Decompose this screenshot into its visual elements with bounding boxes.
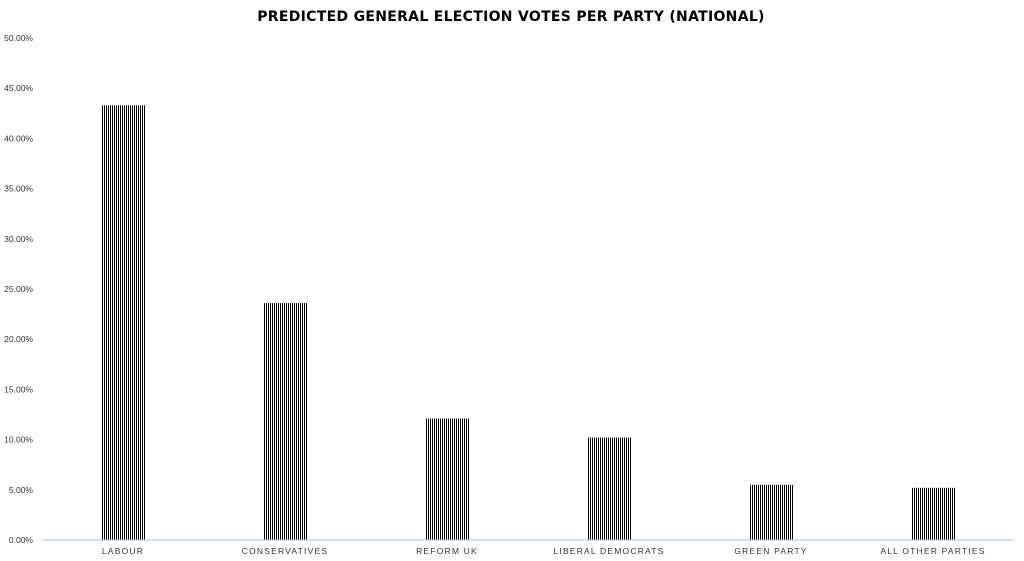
chart-title: PREDICTED GENERAL ELECTION VOTES PER PAR…: [257, 9, 765, 25]
y-tick-label: 45.00%: [4, 83, 33, 93]
bars: [101, 105, 955, 541]
y-tick-label: 5.00%: [9, 485, 34, 495]
bar-labour: [101, 105, 145, 541]
y-tick-label: 40.00%: [4, 133, 33, 143]
x-tick-label: GREEN PARTY: [734, 546, 807, 556]
x-tick-label: CONSERVATIVES: [242, 546, 328, 556]
bar-conservatives: [263, 303, 307, 540]
y-tick-label: 15.00%: [4, 384, 33, 394]
bar-reform-uk: [425, 418, 469, 540]
y-tick-label: 35.00%: [4, 184, 33, 194]
x-tick-label: LIBERAL DEMOCRATS: [553, 546, 664, 556]
bar-liberal-democrats: [587, 437, 631, 540]
y-tick-label: 0.00%: [9, 535, 34, 545]
y-tick-label: 50.00%: [4, 33, 33, 43]
x-tick-label: ALL OTHER PARTIES: [880, 546, 985, 556]
x-tick-label: REFORM UK: [416, 546, 478, 556]
bar-green-party: [749, 484, 793, 540]
y-tick-label: 10.00%: [4, 435, 33, 445]
y-tick-label: 20.00%: [4, 334, 33, 344]
x-axis: LABOUR CONSERVATIVES REFORM UK LIBERAL DEMO…: [102, 546, 985, 556]
y-tick-label: 25.00%: [4, 284, 33, 294]
y-tick-label: 30.00%: [4, 234, 33, 244]
bar-all-other-parties: [911, 487, 955, 540]
y-axis: 0.00% 5.00% 10.00% 15.00% 20.00% 25.00% 30.00%…: [4, 33, 33, 545]
x-tick-label: LABOUR: [102, 546, 144, 556]
